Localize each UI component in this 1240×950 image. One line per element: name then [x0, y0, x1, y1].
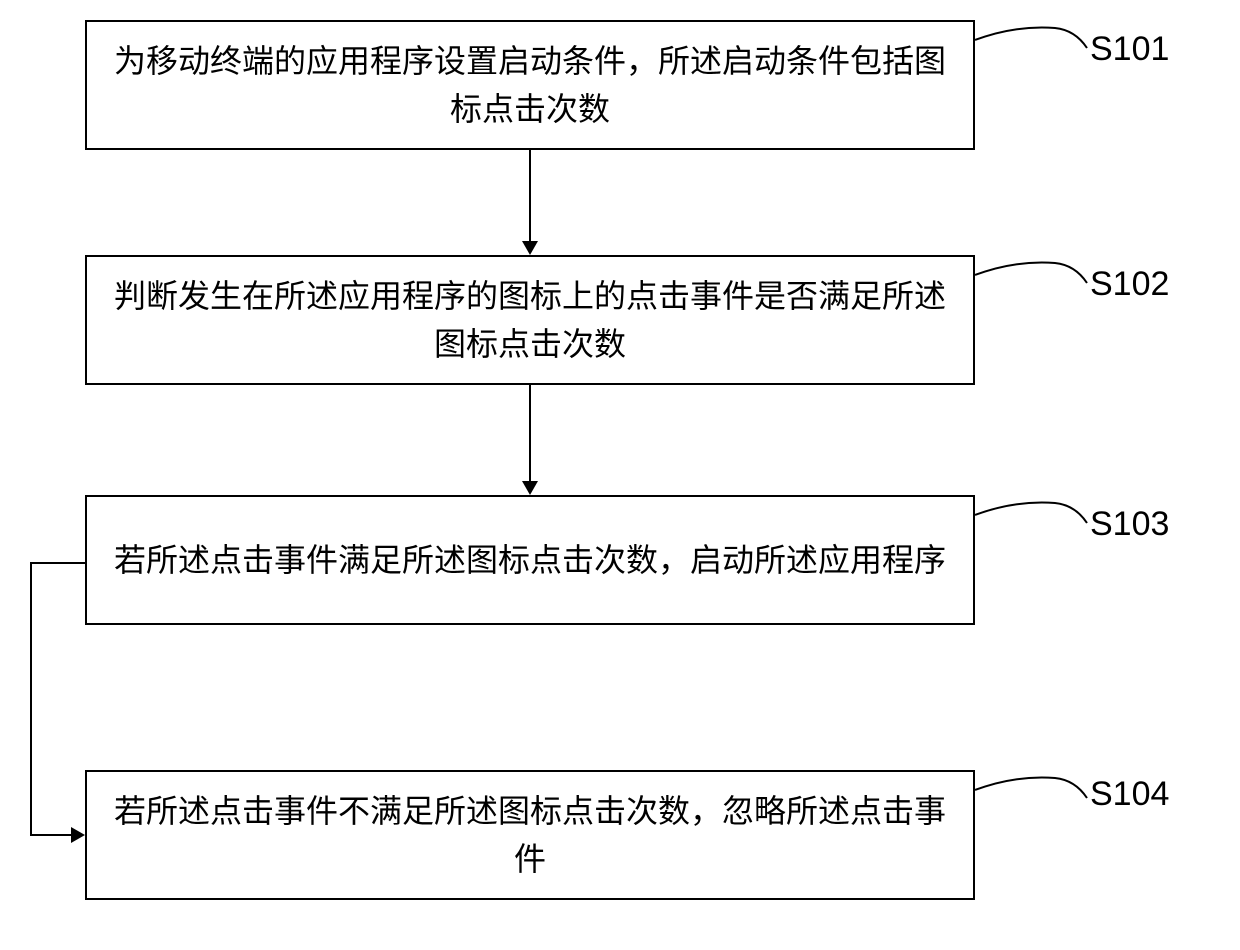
curve-s104 — [975, 770, 1090, 830]
curve-s102 — [975, 255, 1090, 315]
step-label-s101: S101 — [1090, 30, 1169, 69]
step-text-s101: 为移动终端的应用程序设置启动条件，所述启动条件包括图标点击次数 — [107, 37, 953, 133]
connector-s103-s104-vertical — [30, 562, 32, 835]
connector-s104-left-horizontal — [30, 834, 71, 836]
step-box-s104: 若所述点击事件不满足所述图标点击次数，忽略所述点击事件 — [85, 770, 975, 900]
step-box-s102: 判断发生在所述应用程序的图标上的点击事件是否满足所述图标点击次数 — [85, 255, 975, 385]
step-label-s104: S104 — [1090, 775, 1169, 814]
connector-s103-left-horizontal — [30, 562, 85, 564]
step-label-s102: S102 — [1090, 265, 1169, 304]
step-label-s103: S103 — [1090, 505, 1169, 544]
flowchart-container: 为移动终端的应用程序设置启动条件，所述启动条件包括图标点击次数 S101 判断发… — [0, 0, 1240, 950]
arrow-s101-s102 — [529, 150, 531, 241]
arrowhead-s102-s103 — [522, 481, 538, 495]
curve-s103 — [975, 495, 1090, 555]
step-text-s102: 判断发生在所述应用程序的图标上的点击事件是否满足所述图标点击次数 — [107, 272, 953, 368]
curve-s101 — [975, 20, 1090, 80]
step-box-s101: 为移动终端的应用程序设置启动条件，所述启动条件包括图标点击次数 — [85, 20, 975, 150]
arrow-s102-s103 — [529, 385, 531, 481]
step-text-s104: 若所述点击事件不满足所述图标点击次数，忽略所述点击事件 — [107, 787, 953, 883]
step-box-s103: 若所述点击事件满足所述图标点击次数，启动所述应用程序 — [85, 495, 975, 625]
arrowhead-s104-left — [71, 827, 85, 843]
arrowhead-s101-s102 — [522, 241, 538, 255]
step-text-s103: 若所述点击事件满足所述图标点击次数，启动所述应用程序 — [114, 536, 946, 584]
